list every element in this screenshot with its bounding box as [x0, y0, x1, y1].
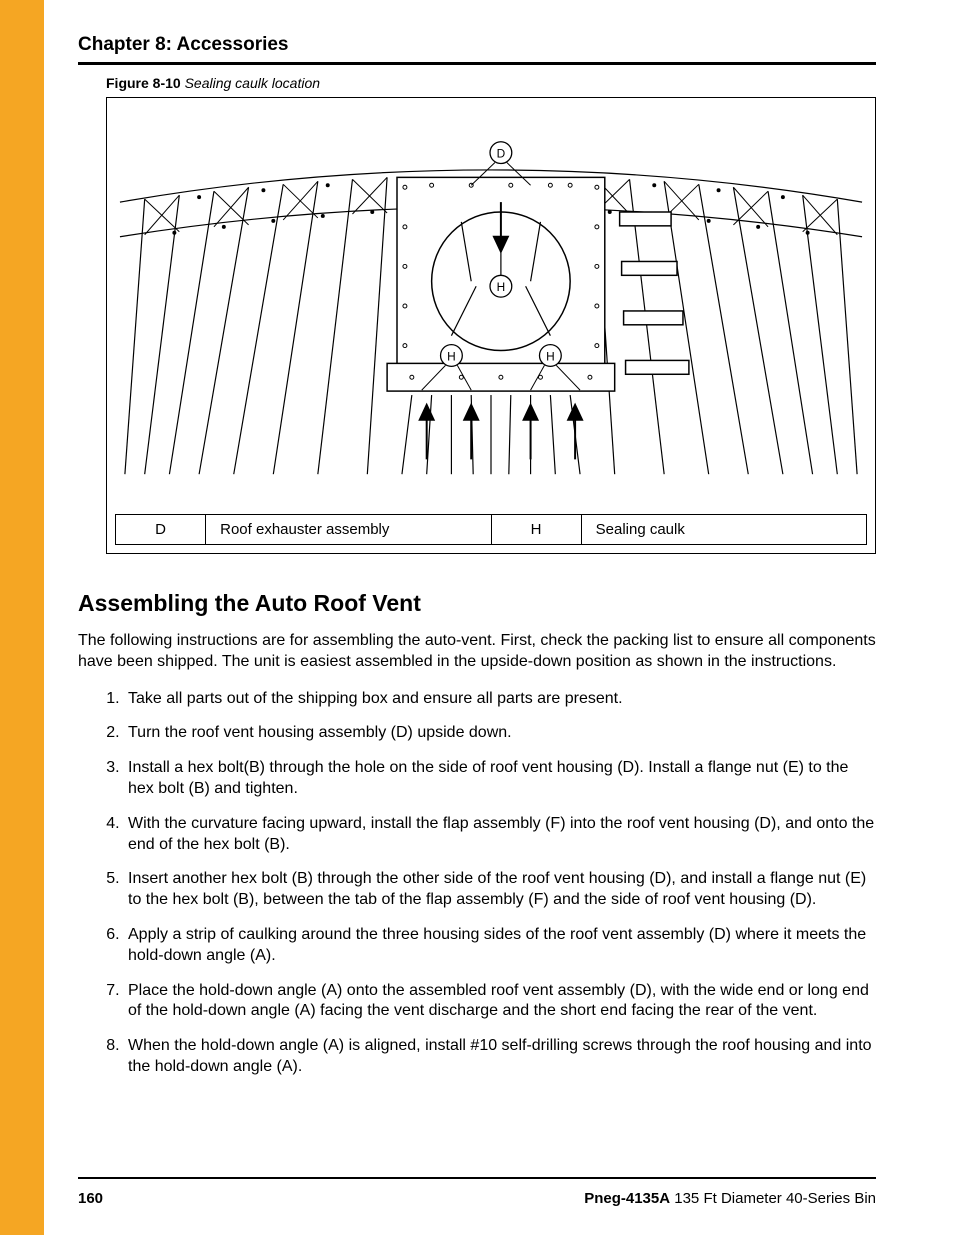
list-item: Apply a strip of caulking around the thr… [124, 925, 876, 967]
doc-title: 135 Ft Diameter 40-Series Bin [670, 1190, 876, 1207]
legend-desc: Roof exhauster assembly [206, 515, 491, 545]
figure-legend-table: D Roof exhauster assembly H Sealing caul… [115, 514, 867, 545]
callout-h-left: H [447, 349, 456, 363]
steps-list: Take all parts out of the shipping box a… [124, 689, 876, 1078]
footer-rule [78, 1177, 876, 1179]
page-number: 160 [78, 1190, 103, 1207]
list-item: When the hold-down angle (A) is aligned,… [124, 1036, 876, 1078]
doc-reference: Pneg-4135A 135 Ft Diameter 40-Series Bin [584, 1190, 876, 1207]
section-heading: Assembling the Auto Roof Vent [78, 590, 876, 617]
list-item: With the curvature facing upward, instal… [124, 814, 876, 856]
legend-key: D [116, 515, 206, 545]
intro-paragraph: The following instructions are for assem… [78, 631, 876, 673]
legend-desc: Sealing caulk [581, 515, 866, 545]
list-item: Install a hex bolt(B) through the hole o… [124, 758, 876, 800]
left-accent-bar [0, 0, 44, 1235]
figure-label: Figure 8-10 [106, 75, 181, 91]
chapter-rule [78, 62, 876, 65]
list-item: Place the hold-down angle (A) onto the a… [124, 981, 876, 1023]
list-item: Insert another hex bolt (B) through the … [124, 869, 876, 911]
figure-caption: Figure 8-10 Sealing caulk location [106, 75, 876, 91]
callout-h-right: H [546, 349, 555, 363]
callout-h-center: H [497, 280, 506, 294]
table-row: D Roof exhauster assembly H Sealing caul… [116, 515, 867, 545]
figure-title: Sealing caulk location [185, 75, 320, 91]
page-content: Chapter 8: Accessories Figure 8-10 Seali… [78, 34, 876, 1092]
chapter-title: Chapter 8: Accessories [78, 34, 876, 62]
list-item: Turn the roof vent housing assembly (D) … [124, 723, 876, 744]
legend-key: H [491, 515, 581, 545]
figure-box: D H H H [106, 97, 876, 554]
list-item: Take all parts out of the shipping box a… [124, 689, 876, 710]
callout-d: D [497, 147, 506, 161]
figure-illustration: D H H H [115, 106, 867, 506]
doc-id: Pneg-4135A [584, 1190, 670, 1207]
page-footer: 160 Pneg-4135A 135 Ft Diameter 40-Series… [78, 1190, 876, 1207]
